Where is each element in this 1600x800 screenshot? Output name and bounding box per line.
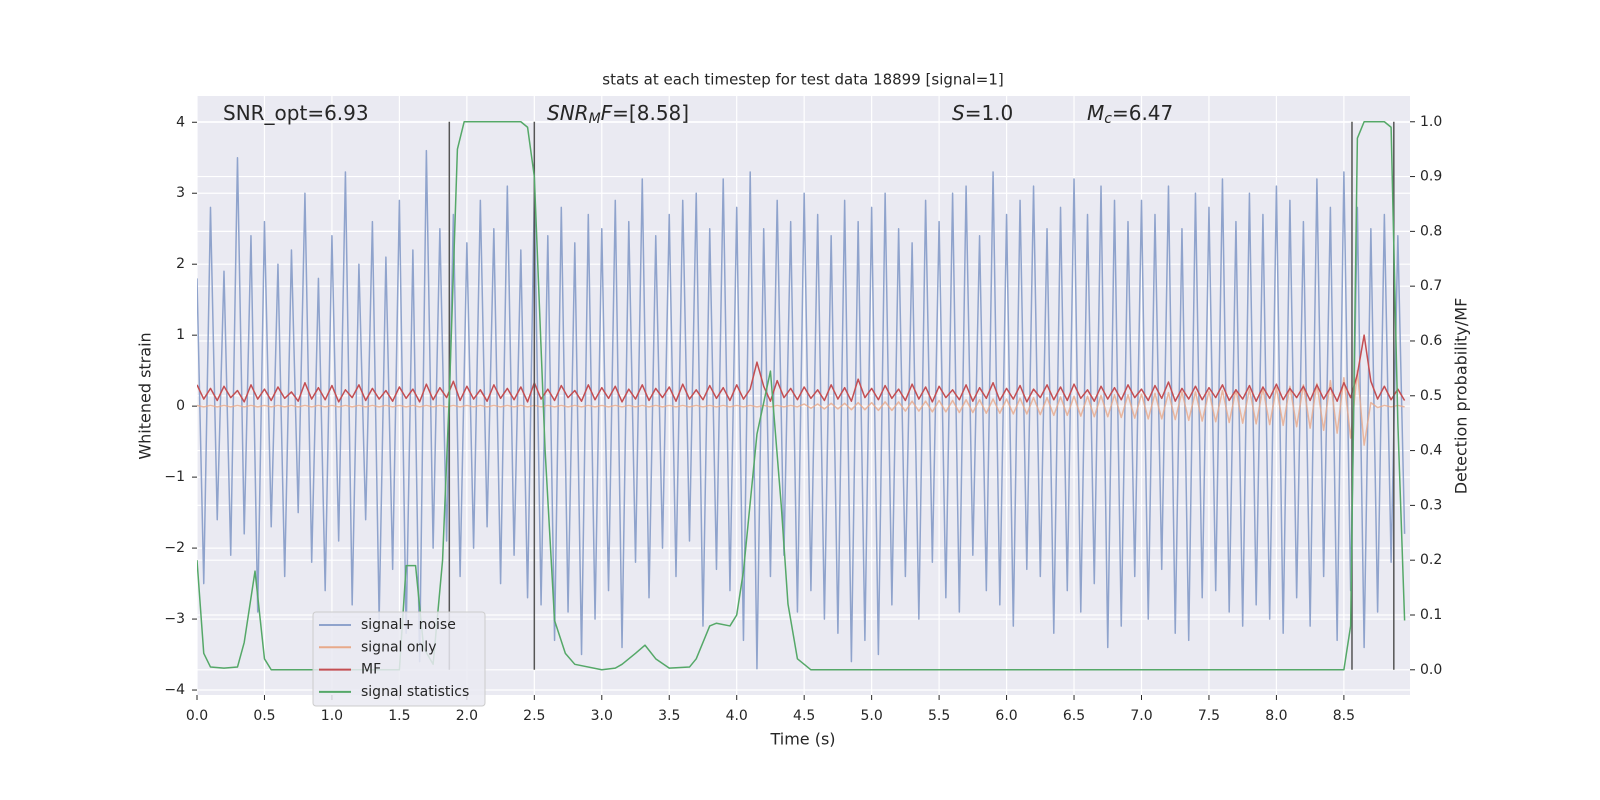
x-tick-label: 8.5 — [1333, 708, 1355, 724]
annotation-part: SNR — [547, 101, 589, 125]
series-line — [197, 369, 1405, 446]
y2-tick-label: 0.6 — [1420, 333, 1442, 349]
y-tick-label: −4 — [164, 682, 185, 698]
y-axis-label: Whitened strain — [136, 332, 155, 459]
y2-tick-label: 1.0 — [1420, 114, 1442, 130]
chart-title: stats at each timestep for test data 188… — [602, 71, 1003, 89]
annotation-part: M — [1087, 101, 1104, 125]
y2-tick-label: 0.7 — [1420, 278, 1442, 294]
x-tick-label: 1.0 — [321, 708, 343, 724]
y2-tick-label: 0.0 — [1420, 662, 1442, 678]
annotation-part: =1.0 — [965, 101, 1014, 125]
y-tick-label: 4 — [176, 114, 185, 130]
series-line — [197, 334, 1406, 403]
annotation-part: SNR_opt=6.93 — [223, 101, 369, 125]
legend-label: signal+ noise — [361, 617, 456, 633]
y2-tick-label: 0.5 — [1420, 388, 1442, 404]
x-tick-label: 5.5 — [928, 708, 950, 724]
legend-label: signal statistics — [361, 684, 469, 700]
annotation: SNRMF=[8.58] — [547, 101, 689, 128]
y2-tick-label: 0.9 — [1420, 169, 1442, 185]
annotation-part: S — [952, 101, 965, 125]
x-tick-label: 3.5 — [658, 708, 680, 724]
y-tick-label: 0 — [176, 398, 185, 414]
plot-area — [197, 121, 1406, 671]
annotation: SNR_opt=6.93 — [223, 101, 369, 125]
y2-tick-label: 0.4 — [1420, 443, 1442, 459]
y2-axis-label: Detection probability/MF — [1452, 298, 1471, 495]
y-tick-label: 3 — [176, 185, 185, 201]
x-tick-label: 4.0 — [726, 708, 748, 724]
x-tick-label: 0.0 — [186, 708, 208, 724]
y2-tick-label: 0.3 — [1420, 497, 1442, 513]
annotation-part: =6.47 — [1112, 101, 1173, 125]
annotation-part: =[8.58] — [612, 101, 689, 125]
x-tick-label: 3.0 — [591, 708, 613, 724]
x-tick-label: 2.0 — [456, 708, 478, 724]
x-tick-label: 6.0 — [995, 708, 1017, 724]
series-line — [197, 149, 1406, 670]
y-tick-label: 2 — [176, 256, 185, 272]
annotation: S=1.0 — [952, 101, 1013, 125]
x-tick-label: 5.0 — [861, 708, 883, 724]
y-tick-label: −2 — [164, 540, 185, 556]
y2-tick-label: 0.2 — [1420, 552, 1442, 568]
x-tick-label: 1.5 — [388, 708, 410, 724]
x-tick-label: 6.5 — [1063, 708, 1085, 724]
x-tick-label: 0.5 — [253, 708, 275, 724]
x-tick-label: 2.5 — [523, 708, 545, 724]
x-tick-label: 4.5 — [793, 708, 815, 724]
annotation-part: M — [589, 111, 601, 127]
x-tick-label: 8.0 — [1265, 708, 1287, 724]
annotation-part: F — [601, 101, 613, 125]
annotation-part: c — [1104, 111, 1112, 127]
legend-label: MF — [361, 662, 381, 678]
y-tick-label: −3 — [164, 611, 185, 627]
annotation: Mc=6.47 — [1087, 101, 1173, 128]
x-tick-label: 7.0 — [1130, 708, 1152, 724]
legend-box — [312, 611, 486, 707]
y-tick-label: −1 — [164, 469, 185, 485]
y-tick-label: 1 — [176, 327, 185, 343]
y2-tick-label: 0.8 — [1420, 223, 1442, 239]
x-tick-label: 7.5 — [1198, 708, 1220, 724]
legend-label: signal only — [361, 639, 436, 655]
y2-tick-label: 0.1 — [1420, 607, 1442, 623]
legend: signal+ noise signal only MF signal statist… — [312, 611, 486, 707]
x-axis-label: Time (s) — [769, 730, 835, 749]
